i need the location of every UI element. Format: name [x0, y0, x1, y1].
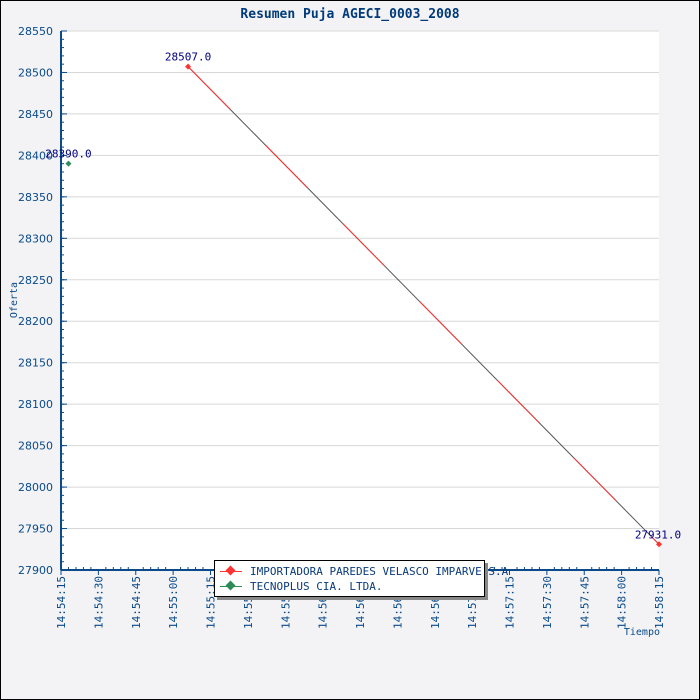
y-tick-label: 28550 — [18, 25, 53, 38]
x-tick-label: 14:58:15 — [653, 576, 666, 629]
legend: IMPORTADORA PAREDES VELASCO IMPARVE S.A … — [214, 560, 508, 597]
y-tick-label: 28400 — [18, 149, 53, 162]
x-tick-label: 14:54:45 — [130, 576, 143, 629]
x-tick-label: 14:57:30 — [541, 576, 554, 629]
legend-label: TECNOPLUS CIA. LTDA. — [250, 580, 383, 593]
chart-title: Resumen Puja AGECI_0003_2008 — [240, 7, 459, 22]
data-point — [65, 160, 72, 167]
legend-item-importadora: IMPORTADORA PAREDES VELASCO IMPARVE S.A — [220, 564, 508, 579]
x-tick-label: 14:55:00 — [167, 576, 180, 629]
data-label: 28390.0 — [45, 148, 91, 161]
x-tick-label: 14:58:00 — [616, 576, 629, 629]
diamond-marker-icon — [220, 579, 242, 594]
y-tick-label: 28050 — [18, 440, 53, 453]
series-line-0 — [187, 66, 660, 545]
y-tick-label: 28250 — [18, 274, 53, 287]
plot-area — [61, 31, 659, 570]
y-tick-label: 28500 — [18, 66, 53, 79]
x-axis-label: Tiempo — [624, 627, 660, 638]
x-tick-label: 14:57:45 — [578, 576, 591, 629]
y-tick-label: 27950 — [18, 523, 53, 536]
data-point — [185, 63, 192, 70]
x-tick-label: 14:54:30 — [92, 576, 105, 629]
x-tick-label: 14:57:15 — [504, 576, 517, 629]
y-tick-label: 28000 — [18, 481, 53, 494]
data-label: 27931.0 — [635, 528, 681, 541]
y-tick-label: 28300 — [18, 232, 53, 245]
data-point — [656, 541, 662, 548]
legend-label: IMPORTADORA PAREDES VELASCO IMPARVE S.A — [250, 565, 509, 578]
y-tick-label: 27900 — [18, 564, 53, 577]
diamond-marker-icon — [220, 564, 242, 579]
y-tick-label: 28100 — [18, 398, 53, 411]
x-tick-label: 14:54:15 — [55, 576, 68, 629]
y-tick-label: 28350 — [18, 191, 53, 204]
legend-item-tecnoplus: TECNOPLUS CIA. LTDA. — [220, 579, 382, 594]
y-tick-label: 28200 — [18, 315, 53, 328]
data-label: 28507.0 — [165, 51, 211, 64]
y-tick-label: 28450 — [18, 108, 53, 121]
y-tick-label: 28150 — [18, 357, 53, 370]
y-axis-label: Oferta — [9, 282, 20, 318]
